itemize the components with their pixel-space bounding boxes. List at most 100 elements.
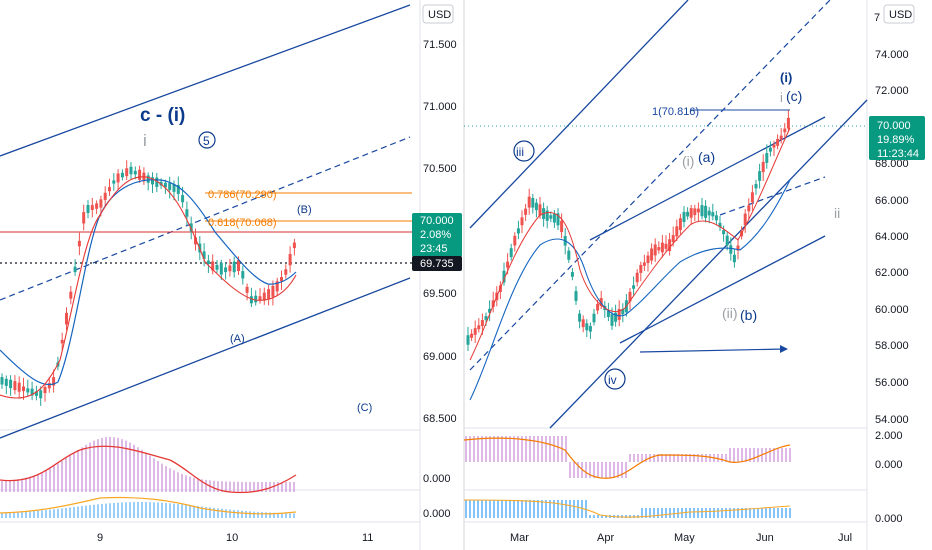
left-countdown: 23:45 (420, 243, 448, 255)
right-candle-body (675, 226, 679, 237)
left-candle-body (267, 289, 271, 299)
right-candle-body (660, 242, 664, 253)
right-oscillator-histogram (465, 500, 791, 518)
right-candle-body (477, 325, 481, 330)
left-candle-body (168, 183, 172, 191)
wave-label-ii-grey: (ii) (722, 305, 738, 321)
right-candle-body (509, 248, 513, 258)
left-candle-body (47, 383, 51, 389)
right-candle-body (650, 248, 654, 261)
right-red-ma-line (469, 127, 791, 361)
right-candle-body (664, 243, 668, 249)
right-candle-body (718, 222, 722, 228)
left-lower-channel-line (0, 277, 411, 439)
left-macd-signal-line (0, 445, 297, 494)
left-candle-body (90, 205, 94, 211)
fib-618-label: 0.618(70.068) (208, 217, 277, 229)
right-candle-body (578, 313, 582, 322)
left-candle-body (249, 296, 253, 304)
right-channel-lower (619, 235, 826, 344)
right-candle-body (747, 205, 751, 212)
right-currency-badge[interactable] (883, 4, 915, 24)
right-candle-body (516, 228, 520, 234)
right-price-tick: 72.000 (875, 85, 909, 97)
left-date-9: 9 (97, 532, 103, 544)
right-candle-body (484, 316, 488, 320)
left-blue-ma-line (0, 179, 297, 386)
right-candle-body (635, 272, 639, 283)
left-currency-label: USD (428, 9, 451, 21)
right-price-tick: 56.000 (875, 377, 909, 389)
right-candle-body (552, 213, 556, 223)
right-candle-body (765, 153, 769, 163)
right-candle-body (524, 208, 528, 215)
left-candle-body (258, 296, 262, 301)
right-candle-body (639, 264, 643, 273)
left-candle-body (151, 177, 154, 185)
right-candle-body (657, 247, 661, 251)
left-indicator-tick-1: 0.000 (423, 473, 451, 485)
left-dotted-price: 69.735 (420, 258, 454, 270)
right-candle-body (689, 208, 693, 218)
left-candle-body (284, 269, 288, 275)
left-candle-body (181, 195, 185, 203)
wave-label-ii-right: ii (834, 205, 840, 221)
left-candle-body (275, 281, 279, 292)
left-currency-badge[interactable] (422, 4, 454, 24)
right-partial-tick: 7 (874, 12, 880, 24)
left-candle-body (241, 271, 245, 279)
right-price-tick: 54.000 (875, 414, 909, 426)
left-candles-group (0, 160, 296, 406)
left-candle-body (73, 266, 77, 273)
left-candle-body (13, 381, 17, 391)
wave-label-iv: iv (608, 373, 617, 387)
right-candle-body (531, 198, 535, 208)
right-candle-body (596, 303, 600, 311)
left-candle-body (22, 386, 25, 392)
right-candle-body (786, 117, 790, 129)
left-candle-body (99, 199, 103, 208)
left-current-price: 70.000 (420, 215, 454, 227)
left-candle-body (211, 261, 215, 271)
right-date-apr: Apr (597, 532, 614, 544)
right-candle-body (758, 171, 762, 181)
right-price-tick: 64.000 (875, 231, 909, 243)
right-countdown: 11:23:44 (877, 148, 919, 160)
left-candle-body (9, 379, 13, 389)
right-candle-body (729, 245, 733, 254)
left-candle-body (232, 261, 236, 273)
right-candle-body (581, 319, 585, 328)
left-candle-body (292, 242, 296, 249)
wave-label-a: (a) (698, 149, 715, 165)
right-upper-long-line (469, 0, 689, 229)
left-price-tick: 69.000 (423, 351, 457, 363)
left-candle-body (245, 286, 249, 293)
wave-label-A: (A) (230, 333, 245, 345)
left-mid-channel-dashed-line (0, 136, 411, 301)
left-candle-body (155, 177, 159, 187)
left-candle-body (206, 260, 210, 265)
left-candle-body (280, 277, 283, 282)
right-candle-body (614, 312, 618, 322)
left-price-tick: 69.500 (423, 288, 457, 300)
left-red-ma-line (0, 176, 297, 399)
right-lower-long-line (549, 99, 868, 429)
wave-label-iii: iii (516, 145, 524, 159)
left-candle-body (224, 267, 228, 273)
right-candle-body (743, 213, 747, 226)
left-candle-body (185, 209, 189, 217)
right-candle-body (678, 218, 682, 231)
right-candle-body (527, 196, 531, 208)
left-candle-body (125, 168, 129, 177)
left-candle-body (288, 254, 292, 266)
wave-label-i-grey: (i) (682, 153, 694, 169)
right-candle-body (754, 183, 758, 189)
right-candle-body (606, 311, 610, 317)
left-candle-body (271, 285, 275, 297)
right-price-tick: 60.000 (875, 304, 909, 316)
left-candle-body (189, 223, 193, 232)
left-candle-body (17, 382, 21, 392)
right-candle-body (779, 135, 783, 140)
left-candle-body (116, 173, 120, 183)
